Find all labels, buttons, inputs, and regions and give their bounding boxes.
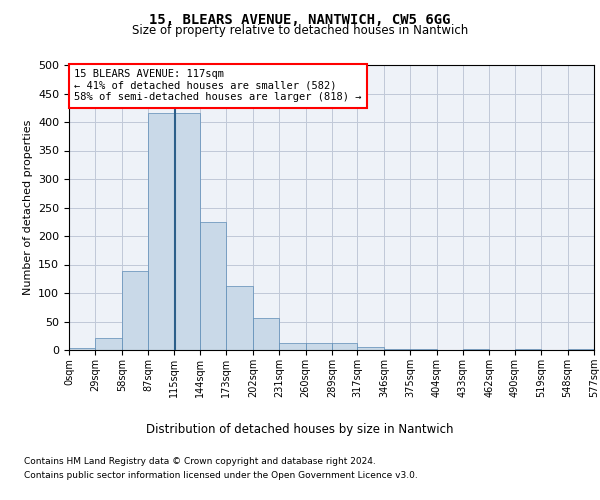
Text: 15, BLEARS AVENUE, NANTWICH, CW5 6GG: 15, BLEARS AVENUE, NANTWICH, CW5 6GG: [149, 12, 451, 26]
Text: 15 BLEARS AVENUE: 117sqm
← 41% of detached houses are smaller (582)
58% of semi-: 15 BLEARS AVENUE: 117sqm ← 41% of detach…: [74, 70, 362, 102]
Bar: [568, 349, 594, 350]
Bar: [69, 348, 95, 350]
Bar: [226, 286, 253, 350]
Bar: [332, 342, 358, 350]
Bar: [253, 318, 279, 350]
Text: Contains public sector information licensed under the Open Government Licence v3: Contains public sector information licen…: [24, 471, 418, 480]
Bar: [384, 349, 410, 350]
Text: Contains HM Land Registry data © Crown copyright and database right 2024.: Contains HM Land Registry data © Crown c…: [24, 458, 376, 466]
Bar: [305, 342, 332, 350]
Bar: [200, 222, 226, 350]
Bar: [122, 271, 148, 350]
Bar: [463, 349, 490, 350]
Bar: [279, 343, 305, 350]
Y-axis label: Number of detached properties: Number of detached properties: [23, 120, 32, 295]
Bar: [148, 114, 173, 350]
Text: Size of property relative to detached houses in Nantwich: Size of property relative to detached ho…: [132, 24, 468, 37]
Bar: [358, 346, 384, 350]
Text: Distribution of detached houses by size in Nantwich: Distribution of detached houses by size …: [146, 422, 454, 436]
Bar: [173, 114, 200, 350]
Bar: [95, 338, 122, 350]
